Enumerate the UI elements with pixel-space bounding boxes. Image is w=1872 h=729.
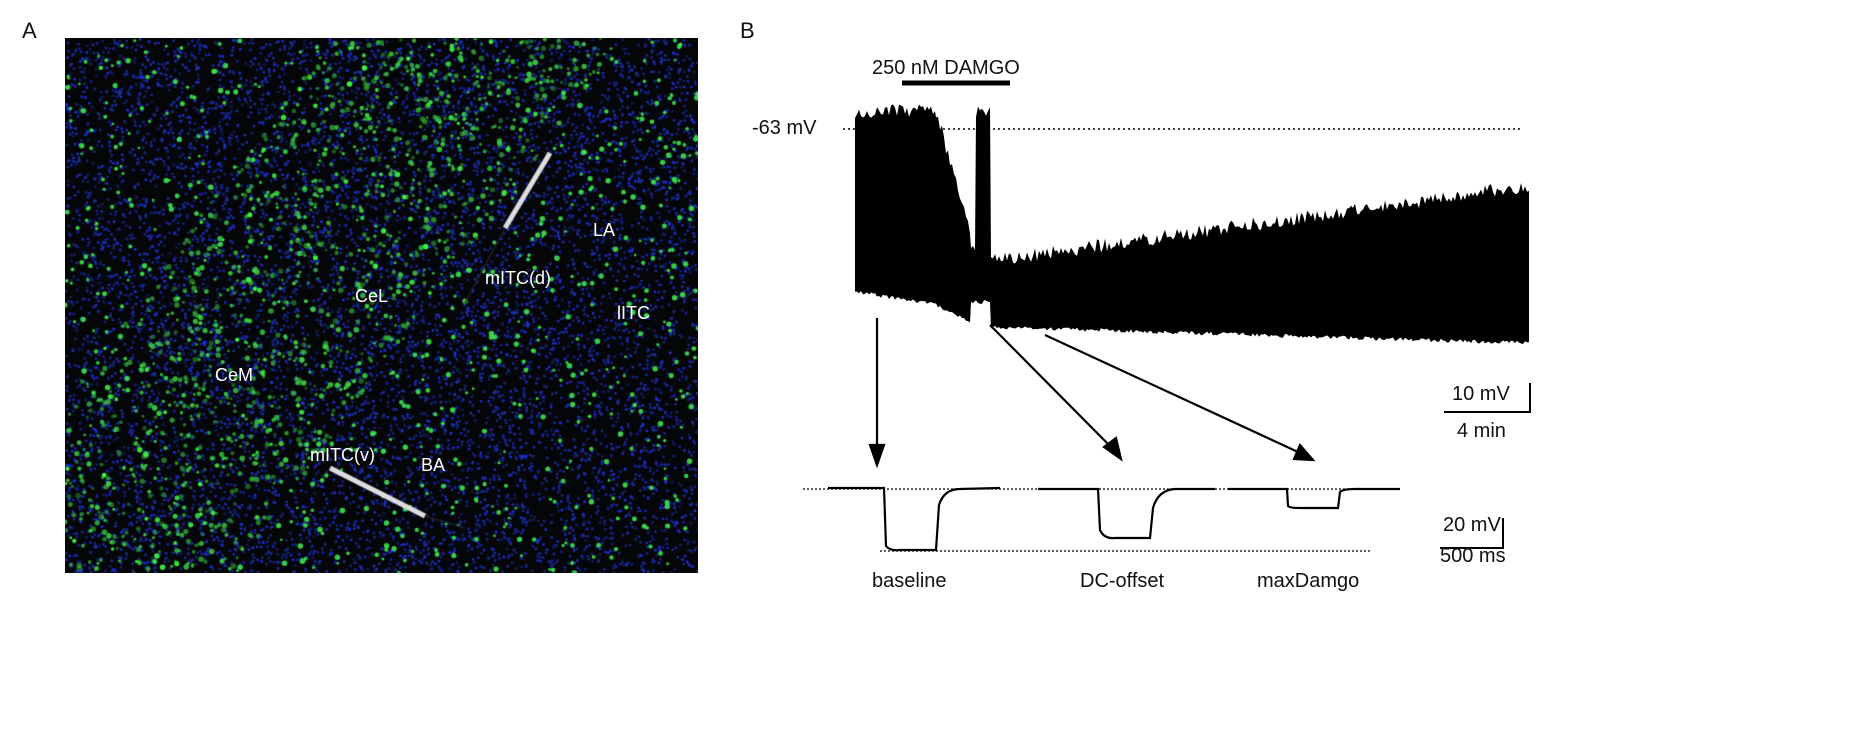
baseline-potential-label: -63 mV <box>752 117 817 139</box>
fluorescence-micrograph: CeL CeM mITC(d) mITC(v) LA BA lITC <box>65 38 698 573</box>
long-recording-trace <box>855 104 1529 344</box>
scale-top-voltage: 10 mV <box>1452 383 1510 405</box>
scale-bar-top <box>1444 383 1531 413</box>
region-label-cem: CeM <box>215 365 254 385</box>
scale-bottom-voltage: 20 mV <box>1443 514 1501 536</box>
panel-a-label: A <box>22 18 37 43</box>
region-label-mitc-v: mITC(v) <box>310 445 375 465</box>
scale-top-time: 4 min <box>1457 420 1506 442</box>
sweep-baseline-trace <box>828 486 1001 552</box>
arrowhead-dc-offset <box>1102 436 1123 462</box>
region-label-litc: lITC <box>617 303 650 323</box>
scale-bottom-time: 500 ms <box>1440 545 1506 567</box>
region-label-ba: BA <box>421 455 446 475</box>
arrows <box>868 318 1316 469</box>
panel-b-label: B <box>740 18 755 43</box>
region-label-cel: CeL <box>355 286 389 306</box>
scale-bar-bottom <box>1440 518 1504 549</box>
sweep-label-dc-offset: DC-offset <box>1080 570 1165 592</box>
region-label-la: LA <box>593 220 616 240</box>
arrowhead-baseline <box>868 443 886 469</box>
sweep-maxdamgo-trace <box>1228 487 1400 510</box>
region-label-mitc-d: mITC(d) <box>485 268 551 288</box>
drug-label: 250 nM DAMGO <box>872 57 1020 79</box>
sweep-label-baseline: baseline <box>872 570 947 592</box>
arrow-dc-offset <box>989 324 1113 449</box>
sweep-label-maxdamgo: maxDamgo <box>1257 570 1360 592</box>
arrow-maxdamgo <box>1044 334 1299 453</box>
arrowhead-maxdamgo <box>1292 442 1316 462</box>
sweep-dc-offset-trace <box>1038 487 1215 540</box>
